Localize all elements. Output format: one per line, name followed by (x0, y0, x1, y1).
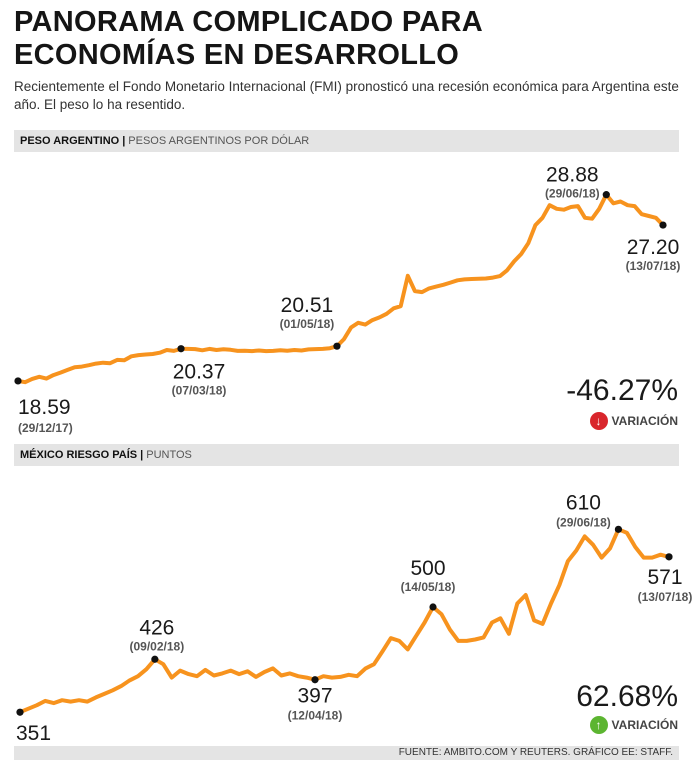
data-point-marker (614, 525, 623, 533)
data-point-marker (659, 221, 667, 229)
peso-line-chart: 18.59 (29/12/17) 20.37(07/03/18) 20.51(01/0… (14, 164, 681, 435)
riesgo-line-chart: 351(29/12/17)426(09/02/18)397(12/04/18)5… (16, 491, 692, 745)
variation-label-riesgo: ↑ VARIACIÓN (589, 716, 678, 734)
variation-value-riesgo: 62.68% (576, 680, 678, 713)
data-label-value: 610 (566, 491, 601, 514)
panel-separator: | (122, 135, 126, 147)
data-label-date: (09/02/18) (130, 639, 185, 653)
chart-title: PANORAMA COMPLICADO PARA ECONOMÍAS EN DE… (14, 6, 483, 72)
data-point-marker (333, 342, 341, 350)
data-label-date: (14/05/18) (401, 580, 456, 594)
data-point-marker (14, 377, 22, 385)
data-label-date: (12/04/18) (288, 709, 343, 723)
data-label-date: (29/12/17) (18, 421, 73, 435)
data-label-value: 351 (16, 722, 51, 745)
series-line (16, 192, 665, 385)
variation-label-peso: ↓ VARIACIÓN (589, 412, 678, 430)
data-label-value: 426 (139, 616, 174, 639)
data-label-value: 27.20 (627, 236, 680, 259)
chart-subtitle: Recientemente el Fondo Monetario Interna… (14, 79, 679, 112)
panel-separator: | (140, 449, 144, 461)
data-label-value: 18.59 (18, 396, 71, 419)
panel-unit-riesgo: PUNTOS (146, 449, 192, 461)
data-label-value: 571 (647, 566, 682, 589)
source-text: FUENTE: AMBITO.COM Y REUTERS. GRÁFICO EE… (398, 747, 673, 758)
panel-name-riesgo: MÉXICO RIESGO PAÍS (20, 449, 138, 461)
title-line-1: PANORAMA COMPLICADO PARA (14, 6, 484, 38)
data-label-date: (01/05/18) (280, 317, 335, 331)
source-footer: FUENTE: AMBITO.COM Y REUTERS. GRÁFICO EE… (14, 746, 679, 760)
panel-header-riesgo: MÉXICO RIESGO PAÍS | PUNTOS (14, 444, 679, 466)
data-label-date: (29/06/18) (545, 187, 600, 201)
data-point-marker (429, 603, 437, 611)
series-line (18, 527, 671, 715)
data-point-marker (311, 676, 319, 684)
data-label-date: (13/07/18) (638, 590, 692, 604)
panel-name-peso: PESO ARGENTINO (20, 135, 120, 147)
data-label-date: (29/06/18) (556, 515, 611, 529)
data-label-value: 397 (297, 685, 332, 708)
variation-value-peso: -46.27% (566, 374, 678, 407)
data-point-marker (16, 708, 24, 716)
data-point-marker (177, 345, 185, 353)
data-label-value: 20.37 (173, 361, 226, 384)
variation-text-peso: VARIACIÓN (611, 414, 678, 428)
data-point-marker (602, 191, 610, 199)
data-label-value: 20.51 (281, 294, 334, 317)
panel-header-peso: PESO ARGENTINO | PESOS ARGENTINOS POR DÓLA… (14, 130, 679, 152)
arrow-up-icon: ↑ (589, 716, 608, 734)
panel-unit-peso: PESOS ARGENTINOS POR DÓLAR (128, 135, 310, 147)
data-label-value: 500 (410, 557, 445, 580)
data-label-value: 28.88 (546, 164, 599, 187)
data-label-date: (13/07/18) (626, 259, 681, 273)
title-line-2: ECONOMÍAS EN DESARROLLO (14, 39, 460, 71)
data-point-marker (151, 655, 159, 663)
data-point-marker (665, 553, 673, 561)
variation-text-riesgo: VARIACIÓN (611, 718, 678, 732)
arrow-down-icon: ↓ (589, 412, 608, 430)
data-label-date: (07/03/18) (172, 384, 227, 398)
